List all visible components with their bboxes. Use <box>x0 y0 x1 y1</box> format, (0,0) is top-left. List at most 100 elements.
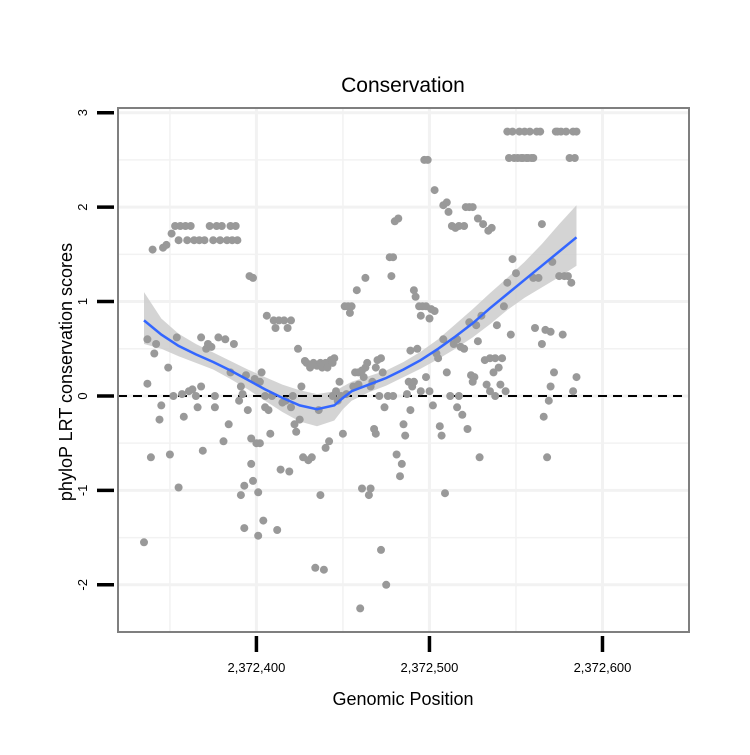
data-point <box>236 491 245 500</box>
data-point <box>441 489 449 498</box>
data-point <box>186 222 195 230</box>
data-point <box>197 333 206 342</box>
data-point <box>240 524 249 533</box>
data-point <box>401 431 410 440</box>
data-point <box>534 273 543 282</box>
data-point <box>243 406 252 415</box>
data-point <box>473 214 482 223</box>
data-point <box>397 459 406 468</box>
data-point <box>162 240 171 249</box>
chart-title: Conservation <box>341 74 465 97</box>
data-point <box>491 354 500 363</box>
data-point <box>247 434 256 443</box>
data-point <box>359 373 368 382</box>
data-point <box>217 222 226 230</box>
data-point <box>563 272 572 281</box>
data-point <box>148 245 157 254</box>
data-point <box>338 429 347 438</box>
data-point <box>262 311 271 320</box>
data-point <box>140 538 148 547</box>
data-point <box>439 335 448 344</box>
data-point <box>539 412 548 421</box>
data-point <box>295 415 304 424</box>
data-point <box>394 214 403 223</box>
data-point <box>287 316 295 325</box>
data-point <box>155 415 164 424</box>
data-point <box>165 450 174 459</box>
data-point <box>172 333 181 342</box>
data-point <box>498 354 507 363</box>
data-point <box>261 392 270 400</box>
data-point <box>200 236 209 245</box>
data-point <box>179 412 188 421</box>
data-point <box>537 220 546 229</box>
data-point <box>266 429 275 438</box>
data-point <box>479 220 488 229</box>
data-point <box>550 368 558 377</box>
data-point <box>387 272 396 281</box>
data-point <box>352 286 361 295</box>
data-point <box>290 420 299 429</box>
data-point <box>207 342 216 351</box>
smooth-trend-line <box>143 236 578 411</box>
data-point <box>224 420 233 429</box>
data-point <box>288 392 297 400</box>
data-point <box>416 311 425 320</box>
data-point <box>363 358 372 367</box>
data-point <box>529 154 538 162</box>
data-point <box>321 443 330 452</box>
data-point <box>425 314 434 323</box>
data-point <box>229 340 238 348</box>
data-point <box>205 222 214 230</box>
data-point <box>430 307 439 315</box>
data-point <box>150 349 159 358</box>
data-point <box>371 363 380 372</box>
grid-layer <box>118 108 689 633</box>
data-point <box>325 437 334 446</box>
data-point <box>157 401 166 410</box>
data-point <box>454 392 463 400</box>
data-point <box>287 403 295 412</box>
data-point <box>193 403 202 412</box>
data-point <box>316 491 325 500</box>
data-point <box>216 236 225 245</box>
data-point <box>562 127 571 136</box>
data-point <box>389 253 398 262</box>
data-point <box>501 387 510 396</box>
data-point <box>546 327 555 336</box>
data-point <box>434 354 443 363</box>
data-point <box>460 222 469 230</box>
data-point <box>437 431 446 440</box>
data-point <box>214 333 223 342</box>
data-point <box>558 330 567 339</box>
data-point <box>164 363 173 372</box>
data-point <box>143 335 152 344</box>
data-point <box>356 604 365 613</box>
data-point <box>323 363 332 372</box>
data-point <box>146 453 155 462</box>
axes-layer: -2 -1 0 1 2 3 2,372,400 2,372,500 2,372,600 <box>75 107 690 675</box>
data-point <box>307 453 316 462</box>
data-point <box>143 379 152 388</box>
data-point <box>446 392 455 400</box>
data-point <box>249 273 257 282</box>
x-tick-label: 2,372,400 <box>228 660 286 675</box>
x-axis-label: Genomic Position <box>332 689 473 709</box>
data-point <box>174 236 183 245</box>
data-point <box>470 373 479 382</box>
data-point <box>512 269 520 278</box>
data-point <box>503 278 512 287</box>
data-point <box>247 459 256 468</box>
data-point <box>371 429 380 438</box>
data-point <box>257 368 266 377</box>
data-point <box>364 491 373 500</box>
data-point <box>188 385 197 394</box>
data-point <box>544 396 553 405</box>
y-tick-label: 1 <box>75 298 90 305</box>
data-point <box>389 392 398 400</box>
data-point <box>377 545 385 554</box>
data-point <box>428 401 437 410</box>
data-point <box>167 229 176 238</box>
data-point <box>255 439 264 448</box>
